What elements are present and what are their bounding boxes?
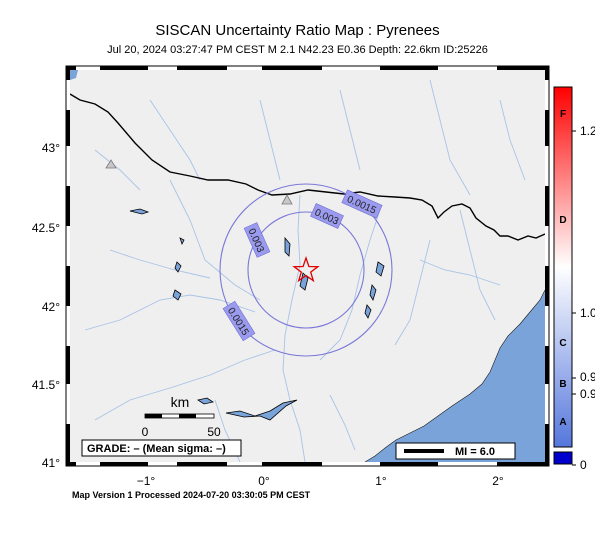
lat-tick: 41° xyxy=(42,456,60,470)
processing-footer: Map Version 1 Processed 2024-07-20 03:30… xyxy=(72,490,311,500)
lon-tick: 0° xyxy=(258,474,270,488)
colorbar-value: 1.2 xyxy=(580,124,595,138)
mmi-text: MI = 6.0 xyxy=(455,446,495,458)
latitude-labels: 43° 42.5° 42° 41.5° 41° xyxy=(32,141,60,470)
lon-tick: 2° xyxy=(492,474,504,488)
rivers xyxy=(84,79,526,462)
colorbar-values: 1.2 1.0 0.9 0.9 0 xyxy=(580,124,595,472)
mediterranean-sea xyxy=(365,290,545,462)
reservoirs xyxy=(129,208,385,421)
mmi-box: MI = 6.0 xyxy=(395,442,516,460)
map-area: 0.0015 0.003 0.003 0.0015 km 0 50 GR xyxy=(70,70,545,462)
colorbar-value: 0.9 xyxy=(580,387,595,401)
scale-start: 0 xyxy=(142,425,149,439)
scale-end: 50 xyxy=(207,425,221,439)
map-title: SISCAN Uncertainty Ratio Map : Pyrenees xyxy=(155,22,440,39)
national-border xyxy=(70,93,545,241)
coastline-east xyxy=(364,289,545,462)
grade-letter: C xyxy=(559,338,566,349)
grade-letter: D xyxy=(559,215,566,226)
bay-of-biscay xyxy=(70,70,78,80)
grade-letter: B xyxy=(559,379,566,390)
colorbar-value: 1.0 xyxy=(580,306,595,320)
uncertainty-contours xyxy=(219,183,393,357)
grade-box: GRADE: – (Mean sigma: –) xyxy=(81,439,242,457)
lon-tick: 1° xyxy=(375,474,387,488)
colorbar-ticks xyxy=(572,130,576,466)
event-info: Jul 20, 2024 03:27:47 PM CEST M 2.1 N42.… xyxy=(107,44,488,56)
contour-inner xyxy=(247,211,365,329)
lat-tick: 43° xyxy=(42,141,60,155)
scale-unit: km xyxy=(171,394,190,410)
colorbar-value: 0.9 xyxy=(580,370,595,384)
longitude-labels: −1° 0° 1° 2° xyxy=(137,474,504,488)
colorbar: F D C B A 1.2 1.0 0.9 0.9 0 xyxy=(553,86,595,472)
lat-tick: 42.5° xyxy=(32,221,60,235)
grade-text: GRADE: – (Mean sigma: –) xyxy=(87,443,226,455)
colorbar-min-swatch xyxy=(553,451,573,465)
grade-letter: A xyxy=(559,417,566,428)
lon-tick: −1° xyxy=(137,474,156,488)
colorbar-letters: F D C B A xyxy=(559,109,566,428)
colorbar-value: 0 xyxy=(580,458,587,472)
triangle-icon xyxy=(105,159,117,169)
lat-tick: 41.5° xyxy=(32,378,60,392)
lat-tick: 42° xyxy=(42,300,60,314)
grade-letter: F xyxy=(560,109,566,120)
map-frame xyxy=(65,65,550,467)
triangle-icon xyxy=(281,194,293,205)
contour-outer xyxy=(219,183,393,357)
scale-bar: km 0 50 xyxy=(142,394,221,439)
star-icon xyxy=(292,255,320,283)
colorbar-gradient xyxy=(553,86,573,448)
